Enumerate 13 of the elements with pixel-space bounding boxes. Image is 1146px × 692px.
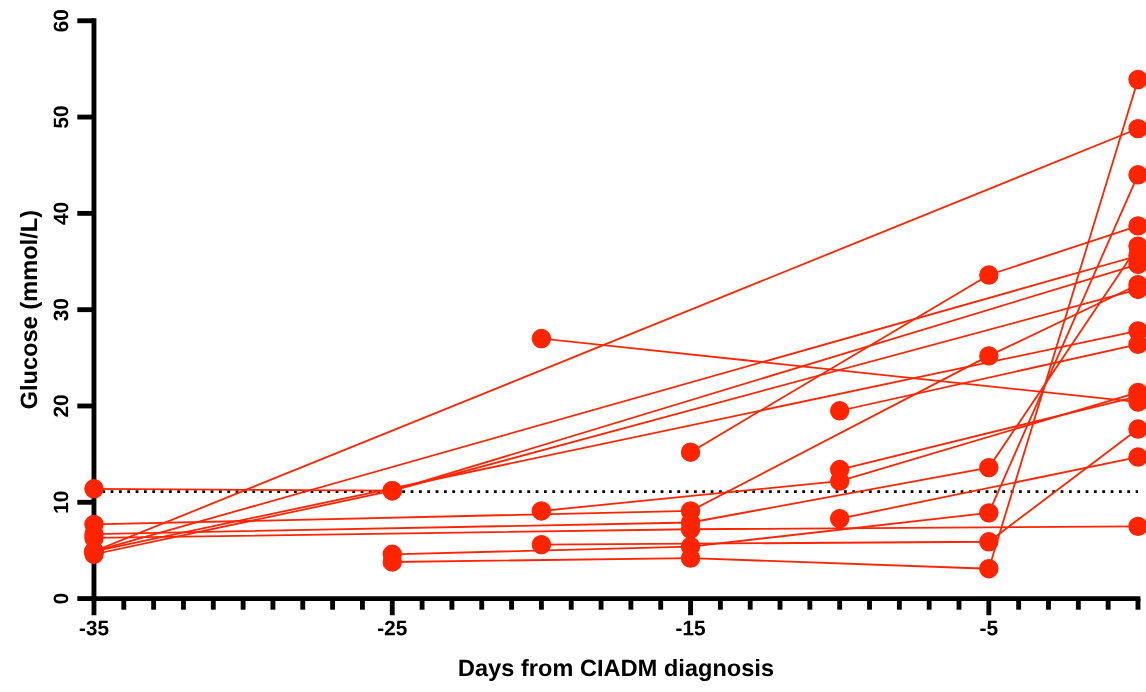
y-tick-label: 40 — [53, 202, 69, 225]
y-tick-label: 50 — [53, 106, 69, 129]
y-tick-label: 60 — [53, 10, 69, 32]
x-tick-label: -35 — [79, 620, 109, 636]
x-tick-label: -25 — [378, 620, 407, 636]
y-tick-label: 0 — [53, 593, 69, 604]
x-tick-label: -15 — [676, 620, 706, 636]
x-tick-label: -5 — [980, 620, 998, 636]
y-tick-label: 10 — [53, 491, 69, 513]
y-axis-title: Glucose (mmol/L) — [19, 211, 42, 409]
x-axis-title: Days from CIADM diagnosis — [459, 658, 774, 682]
y-tick-label: 30 — [53, 298, 69, 321]
y-tick-label: 20 — [53, 395, 69, 417]
